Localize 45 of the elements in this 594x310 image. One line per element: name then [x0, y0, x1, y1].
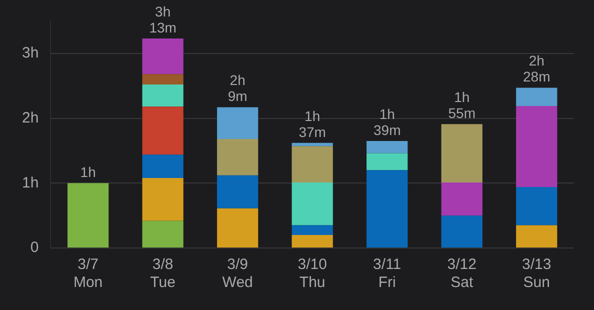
bar	[68, 183, 109, 248]
bar	[292, 142, 333, 146]
total-label: 2h 9m	[228, 72, 248, 104]
bar	[516, 187, 558, 226]
y-tick-label: 1h	[22, 174, 39, 192]
bar	[366, 170, 408, 248]
total-label: 1h 39m	[373, 106, 401, 138]
bar	[217, 107, 258, 140]
bar	[516, 88, 558, 106]
bar	[217, 139, 258, 176]
bar	[142, 178, 184, 221]
x-tick-label: 3/13 Sun	[522, 256, 552, 292]
bar	[292, 235, 333, 248]
x-tick-label: 3/12 Sat	[447, 256, 476, 292]
x-tick-label: 3/11 Fri	[373, 256, 402, 292]
bar	[142, 38, 184, 74]
x-tick-label: 3/7 Mon	[73, 256, 103, 292]
x-tick-label: 3/9 Wed	[222, 256, 253, 292]
bar	[217, 208, 258, 248]
bar	[441, 216, 482, 248]
bar	[142, 84, 184, 107]
bar	[366, 153, 408, 170]
x-tick-label: 3/10 Thu	[298, 256, 327, 292]
bar	[142, 220, 184, 248]
bar	[292, 146, 333, 182]
y-tick-label: 0	[30, 239, 39, 256]
bar	[142, 74, 184, 85]
total-label: 2h 28m	[523, 52, 550, 85]
x-tick-label: 3/8 Tue	[150, 256, 176, 292]
total-label: 1h 55m	[448, 88, 476, 121]
bar	[142, 106, 184, 155]
bar	[217, 175, 258, 208]
total-label: 1h	[80, 164, 96, 180]
bar	[441, 182, 482, 216]
y-tick-label: 2h	[22, 109, 39, 126]
bar	[516, 225, 558, 248]
bar	[516, 106, 558, 188]
bar	[441, 124, 482, 182]
total-label: 1h 37m	[298, 108, 326, 140]
bar	[292, 225, 333, 236]
bar	[366, 140, 408, 154]
y-tick-label: 3h	[22, 44, 39, 62]
bar	[142, 154, 184, 178]
total-label: 3h 13m	[149, 3, 176, 36]
bar	[292, 182, 333, 226]
